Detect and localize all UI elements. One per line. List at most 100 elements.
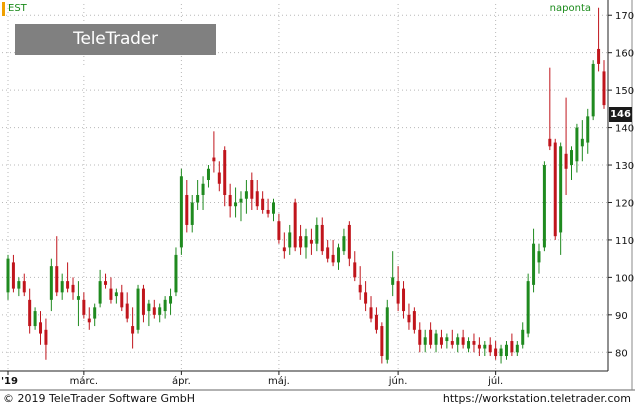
candle-body xyxy=(174,254,178,293)
candle-body xyxy=(434,333,438,345)
y-tick-label: 150 xyxy=(615,86,634,97)
candle-body xyxy=(304,236,308,248)
candle-body xyxy=(347,224,351,259)
y-tick-label: 90 xyxy=(615,311,628,322)
candle-body xyxy=(22,281,26,293)
symbol-color-marker xyxy=(2,2,5,16)
candle-body xyxy=(114,292,118,297)
candle-body xyxy=(450,341,454,345)
x-tick-label: ápr. xyxy=(172,375,191,387)
candle-body xyxy=(44,329,48,345)
candle-body xyxy=(326,247,330,259)
x-tick-label: '19 xyxy=(1,376,18,387)
watermark-brand-regular: TeleTrader xyxy=(73,29,158,49)
candle-body xyxy=(320,224,324,252)
candle-body xyxy=(515,344,519,353)
candle-body xyxy=(33,311,37,327)
candle-body xyxy=(266,209,270,214)
candle-body xyxy=(553,142,557,237)
period-label[interactable]: naponta xyxy=(549,3,591,14)
x-tick-label: júl. xyxy=(487,375,503,387)
candle-body xyxy=(152,307,156,315)
candle-body xyxy=(169,296,173,304)
candle-body xyxy=(93,307,97,319)
candle-body xyxy=(261,198,265,210)
candle-body xyxy=(461,337,465,345)
candle-body xyxy=(597,48,601,64)
candle-body xyxy=(131,326,135,334)
candle-body xyxy=(6,258,10,293)
candle-body xyxy=(407,314,411,323)
candle-body xyxy=(504,344,508,357)
candle-body xyxy=(396,281,400,304)
candle-body xyxy=(212,157,216,162)
candle-body xyxy=(580,138,584,147)
candle-body xyxy=(250,180,254,199)
candle-body xyxy=(60,281,64,293)
candle-body xyxy=(532,243,536,285)
candle-body xyxy=(201,183,205,195)
candle-body xyxy=(66,281,70,289)
candle-body xyxy=(445,337,449,342)
candle-body xyxy=(185,194,189,225)
candle-body xyxy=(429,329,433,345)
candle-body xyxy=(353,262,357,278)
candle-body xyxy=(472,341,476,345)
candle-body xyxy=(439,337,443,345)
candle-body xyxy=(391,277,395,285)
candle-body xyxy=(418,329,422,345)
candle-body xyxy=(358,284,362,293)
candle-body xyxy=(564,153,568,169)
candle-body xyxy=(71,284,75,293)
candle-body xyxy=(337,247,341,263)
candle-body xyxy=(282,247,286,252)
candle-body xyxy=(342,236,346,252)
y-tick-label: 120 xyxy=(615,198,634,209)
last-price-marker: 146 xyxy=(609,107,632,122)
candle-body xyxy=(510,341,514,353)
source-url[interactable]: https://workstation.teletrader.com xyxy=(442,392,631,405)
candle-body xyxy=(255,191,259,207)
candle-body xyxy=(309,239,313,244)
candle-body xyxy=(11,262,15,289)
candle-body xyxy=(467,341,471,349)
candle-body xyxy=(76,296,80,300)
candle-body xyxy=(521,329,525,345)
candle-body xyxy=(477,344,481,349)
candle-body xyxy=(293,202,297,248)
candle-body xyxy=(591,63,595,117)
candle-body xyxy=(104,281,108,285)
candle-body xyxy=(369,307,373,319)
candle-body xyxy=(49,266,53,300)
candle-body xyxy=(28,299,32,327)
candle-body xyxy=(179,176,183,248)
candle-body xyxy=(288,232,292,248)
candle-body xyxy=(163,299,167,312)
candle-body xyxy=(17,281,21,289)
candle-body xyxy=(412,311,416,330)
candle-body xyxy=(223,150,227,195)
y-tick-label: 130 xyxy=(615,161,634,172)
candle-body xyxy=(82,299,86,315)
candle-body xyxy=(364,292,368,304)
axes: 80 90 100 110 120 130 140 150 160 170 '19 márc. ápr.… xyxy=(0,0,635,391)
footer: © 2019 TeleTrader Software GmbH https://… xyxy=(0,390,635,408)
candle-body xyxy=(234,202,238,207)
candle-body xyxy=(39,322,43,334)
candle-body xyxy=(494,348,498,357)
candle-body xyxy=(55,266,59,293)
candle-body xyxy=(244,191,248,199)
candle-body xyxy=(190,202,194,225)
candle-body xyxy=(136,288,140,330)
candle-body xyxy=(488,344,492,353)
candle-body xyxy=(537,251,541,263)
x-tick-label: máj. xyxy=(268,375,290,387)
y-tick-label: 110 xyxy=(615,236,634,247)
candle-body xyxy=(125,303,129,319)
candle-body xyxy=(239,198,243,203)
copyright-text: © 2019 TeleTrader Software GmbH xyxy=(3,392,196,405)
candle-body xyxy=(109,288,113,300)
candle-body xyxy=(331,254,335,263)
candle-body xyxy=(423,337,427,345)
